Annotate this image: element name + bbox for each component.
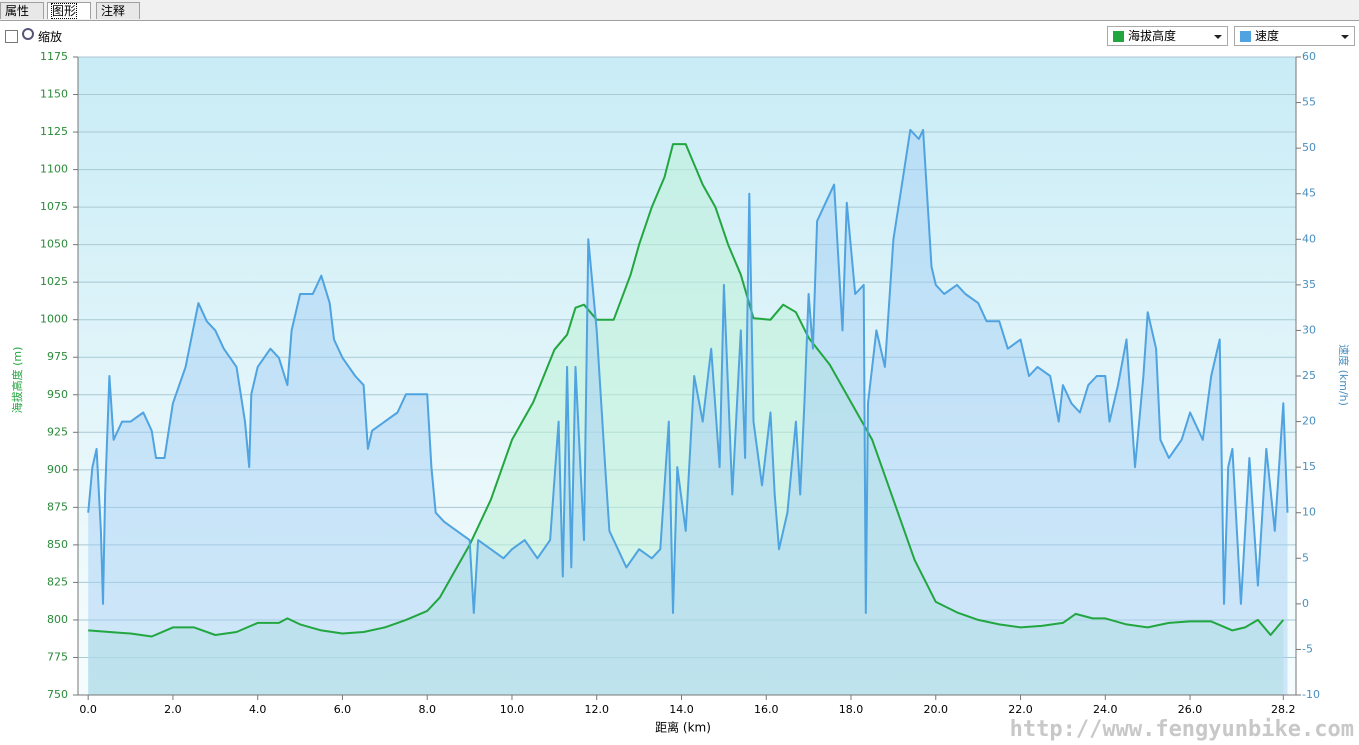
tab-bar: 属性 图形 注释	[0, 0, 1359, 21]
zoom-icon	[22, 28, 34, 40]
toolbar: 缩放 海拔高度 速度	[0, 21, 1359, 51]
zoom-checkbox[interactable]	[5, 30, 18, 43]
x-tick-label: 10.0	[500, 703, 525, 716]
series-dropdown[interactable]: 海拔高度	[1107, 26, 1228, 46]
y2-tick-label: -10	[1302, 688, 1320, 701]
y2-tick-label: 10	[1302, 506, 1316, 519]
x-tick-label: 12.0	[584, 703, 609, 716]
y2-tick-label: 5	[1302, 551, 1309, 564]
zoom-label: 缩放	[38, 30, 63, 44]
x-tick-label: 24.0	[1093, 703, 1118, 716]
y-tick-label: 1025	[40, 275, 68, 288]
watermark: http://www.fengyunbike.com	[1010, 717, 1354, 742]
y2-tick-label: 50	[1302, 141, 1316, 154]
y2-tick-label: 20	[1302, 415, 1316, 428]
tab[interactable]: 属性	[0, 2, 44, 19]
y-tick-label: 800	[47, 613, 68, 626]
y2-tick-label: -5	[1302, 642, 1313, 655]
series-dropdown[interactable]: 速度	[1234, 26, 1355, 46]
tab-label: 图形	[50, 3, 78, 19]
y-tick-label: 825	[47, 575, 68, 588]
x-tick-label: 28.2	[1271, 703, 1296, 716]
y-tick-label: 750	[47, 688, 68, 701]
legend-swatch	[1113, 31, 1124, 42]
y-tick-label: 900	[47, 463, 68, 476]
x-tick-label: 26.0	[1178, 703, 1203, 716]
x-tick-label: 16.0	[754, 703, 779, 716]
y-tick-label: 975	[47, 350, 68, 363]
area	[88, 129, 1288, 695]
x-tick-label: 14.0	[669, 703, 694, 716]
y-tick-label: 1100	[40, 163, 68, 176]
x-tick-label: 22.0	[1008, 703, 1033, 716]
x-tick-label: 2.0	[164, 703, 182, 716]
y-tick-label: 875	[47, 500, 68, 513]
y-tick-label: 850	[47, 538, 68, 551]
y2-axis-title: 速度 (km/h)	[1337, 344, 1351, 406]
x-tick-label: 8.0	[418, 703, 436, 716]
x-tick-label: 20.0	[924, 703, 949, 716]
y2-tick-label: 40	[1302, 232, 1316, 245]
y-tick-label: 950	[47, 388, 68, 401]
y2-tick-label: 30	[1302, 323, 1316, 336]
area	[88, 144, 1284, 696]
x-tick-label: 4.0	[249, 703, 267, 716]
x-axis-title: 距离 (km)	[655, 720, 711, 735]
y-tick-label: 775	[47, 650, 68, 663]
x-tick-label: 18.0	[839, 703, 864, 716]
y2-tick-label: 35	[1302, 278, 1316, 291]
x-tick-label: 0.0	[79, 703, 97, 716]
line	[87, 128, 1289, 614]
y2-tick-label: 60	[1302, 50, 1316, 63]
line	[88, 143, 1285, 638]
y-tick-label: 1000	[40, 313, 68, 326]
tab[interactable]: 注释	[96, 2, 140, 19]
legend-label: 海拔高度	[1128, 29, 1177, 43]
y-tick-label: 1175	[40, 50, 68, 63]
y2-tick-label: 55	[1302, 96, 1316, 109]
y-axis-title: 海拔高度 (m)	[10, 347, 24, 414]
legend-swatch	[1240, 31, 1251, 42]
y-tick-label: 1050	[40, 238, 68, 251]
y-tick-label: 1075	[40, 200, 68, 213]
y-tick-label: 1125	[40, 125, 68, 138]
y-tick-label: 925	[47, 425, 68, 438]
y2-tick-label: 25	[1302, 369, 1316, 382]
y-tick-label: 1150	[40, 88, 68, 101]
y2-tick-label: 45	[1302, 187, 1316, 200]
y2-tick-label: 0	[1302, 597, 1309, 610]
y2-tick-label: 15	[1302, 460, 1316, 473]
tab[interactable]: 图形	[47, 2, 91, 19]
legend-label: 速度	[1255, 29, 1280, 43]
x-tick-label: 6.0	[334, 703, 352, 716]
